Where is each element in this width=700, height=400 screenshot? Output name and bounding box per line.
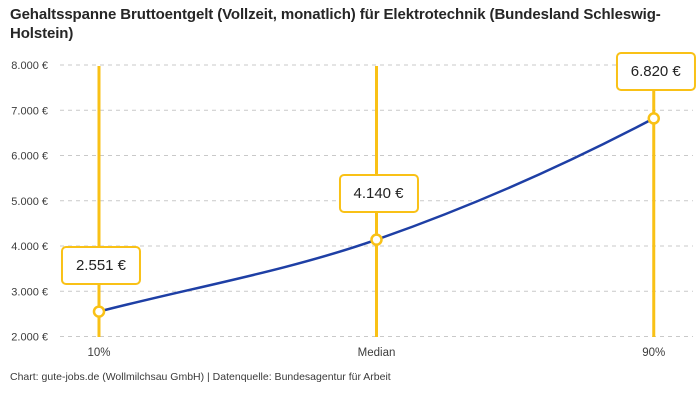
data-point-10pct — [92, 305, 106, 318]
value-label-median: 4.140 € — [338, 173, 419, 213]
x-axis-tick-label-10pct: 10% — [87, 347, 110, 359]
y-axis-tick-label: 6.000 € — [11, 151, 48, 163]
y-axis-tick-label: 8.000 € — [11, 60, 48, 72]
value-label-90pct: 6.820 € — [615, 52, 696, 92]
value-label-10pct: 2.551 € — [60, 245, 142, 285]
y-axis-tick-label: 5.000 € — [11, 196, 48, 208]
y-axis-tick-label: 4.000 € — [11, 241, 48, 253]
data-point-90pct — [647, 112, 661, 125]
y-axis-tick-label: 2.000 € — [11, 332, 48, 344]
y-axis-tick-label: 3.000 € — [11, 286, 48, 298]
y-axis-tick-label: 7.000 € — [11, 105, 48, 117]
chart-title: Gehaltsspanne Bruttoentgelt (Vollzeit, m… — [10, 6, 661, 43]
data-point-median — [370, 233, 383, 246]
x-axis-tick-label-90pct: 90% — [642, 347, 665, 359]
chart-source: Chart: gute-jobs.de (Wollmilchsau GmbH) … — [10, 371, 391, 383]
x-axis-tick-label-median: Median — [358, 347, 396, 359]
